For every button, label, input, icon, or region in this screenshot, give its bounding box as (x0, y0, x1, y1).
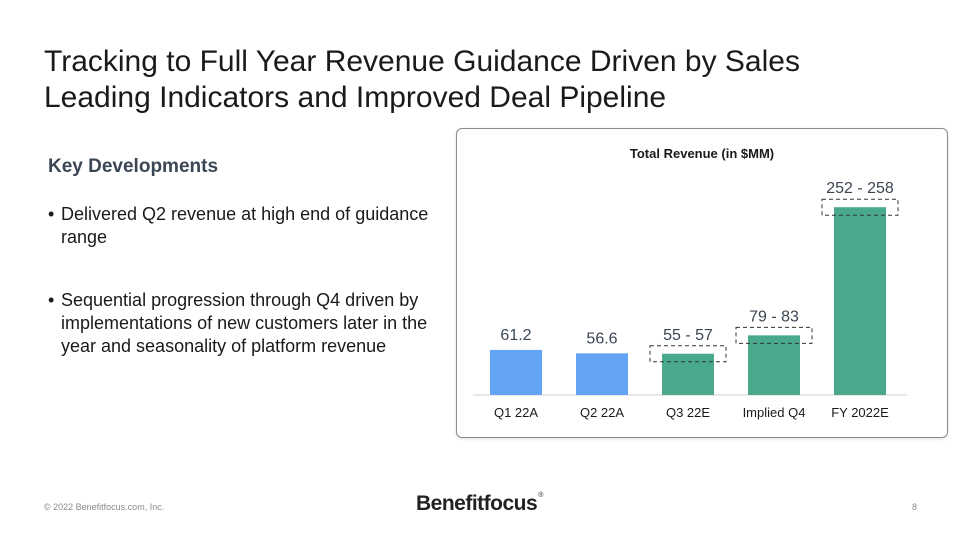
category-label-1: Q2 22A (580, 405, 624, 420)
bullet-item: • Delivered Q2 revenue at high end of gu… (48, 203, 448, 249)
benefitfocus-logo: Benefitfocus® (416, 492, 543, 516)
category-label-0: Q1 22A (494, 405, 538, 420)
page-title-line-1: Tracking to Full Year Revenue Guidance D… (44, 45, 800, 78)
revenue-bar-chart: 61.2 Q1 22A 56.6 Q2 22A 55 - 57 Q3 22E 79 - 83… (473, 180, 907, 420)
bar-0 (490, 349, 542, 395)
category-label-2: Q3 22E (666, 405, 710, 420)
key-developments-heading: Key Developments (48, 156, 219, 177)
key-developments-list: • Delivered Q2 revenue at high end of gu… (48, 203, 448, 358)
chart-title: Total Revenue (in $MM) (629, 146, 775, 161)
range-box-2 (649, 345, 727, 363)
footer-copyright: © 2022 Benefitfocus.com, Inc. (44, 502, 165, 512)
page-title: Tracking to Full Year Revenue Guidance D… (44, 44, 924, 116)
bullet-dot-icon: • (48, 204, 55, 224)
data-label-3: 79 - 83 (749, 308, 799, 325)
bar-1 (576, 353, 628, 395)
data-label-0: 61.2 (500, 327, 531, 344)
bar-4 (834, 207, 886, 395)
page-number: 8 (912, 502, 918, 512)
range-box-4 (821, 198, 899, 216)
page-title-line-2: Leading Indicators and Improved Deal Pip… (44, 81, 667, 114)
data-label-4: 252 - 258 (826, 180, 894, 197)
revenue-chart-panel: Total Revenue (in $MM) 61.2 Q1 22A 56.6 Q2 … (456, 128, 948, 438)
logo-registered-mark: ® (538, 492, 543, 499)
category-label-3: Implied Q4 (743, 405, 806, 420)
data-label-2: 55 - 57 (663, 327, 713, 344)
bar-3 (748, 335, 800, 395)
category-label-4: FY 2022E (831, 405, 889, 420)
bullet-text: Delivered Q2 revenue at high end of guid… (61, 204, 429, 247)
bullet-item: • Sequential progression through Q4 driv… (48, 289, 448, 358)
bullet-text: Sequential progression through Q4 driven… (61, 290, 428, 356)
bullet-dot-icon: • (48, 290, 55, 310)
data-label-1: 56.6 (586, 330, 617, 347)
bar-2 (662, 353, 714, 395)
logo-text: Benefitfocus (416, 492, 538, 515)
